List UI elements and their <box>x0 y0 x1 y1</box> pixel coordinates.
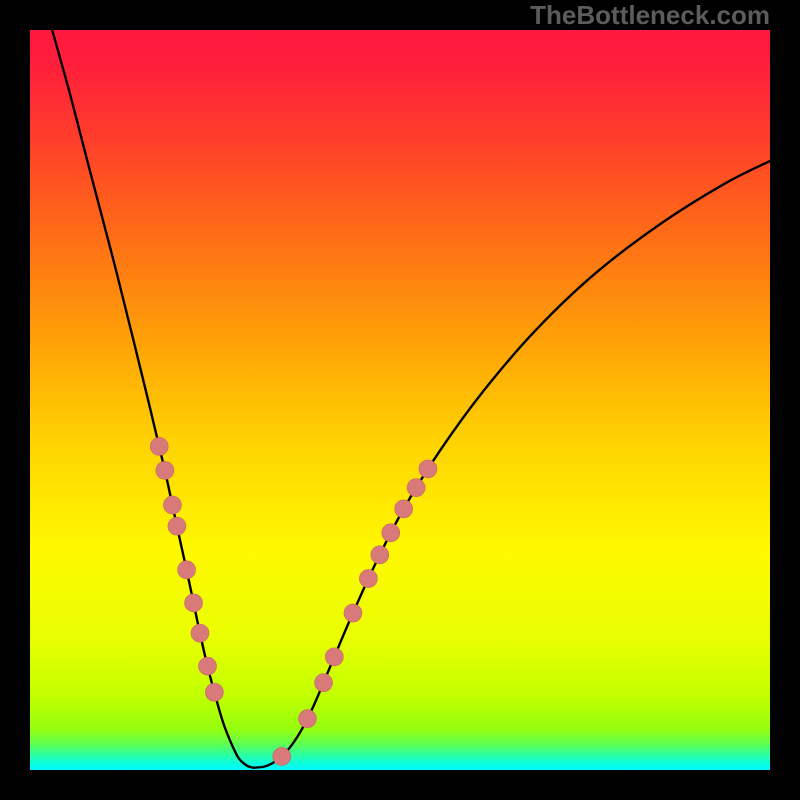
data-marker <box>178 561 196 579</box>
plot-svg <box>30 30 770 770</box>
data-marker <box>325 648 343 666</box>
data-marker <box>359 570 377 588</box>
data-marker <box>298 710 316 728</box>
data-marker <box>185 594 203 612</box>
watermark-text: TheBottleneck.com <box>530 0 770 31</box>
plot-area <box>30 30 770 770</box>
data-marker <box>382 524 400 542</box>
gradient-background <box>30 30 770 770</box>
data-marker <box>150 437 168 455</box>
data-marker <box>273 747 291 765</box>
data-marker <box>156 461 174 479</box>
data-marker <box>315 674 333 692</box>
data-marker <box>407 479 425 497</box>
data-marker <box>371 546 389 564</box>
data-marker <box>395 500 413 518</box>
data-marker <box>205 683 223 701</box>
data-marker <box>191 624 209 642</box>
data-marker <box>344 604 362 622</box>
data-marker <box>419 460 437 478</box>
data-marker <box>163 496 181 514</box>
data-marker <box>168 517 186 535</box>
data-marker <box>199 657 217 675</box>
